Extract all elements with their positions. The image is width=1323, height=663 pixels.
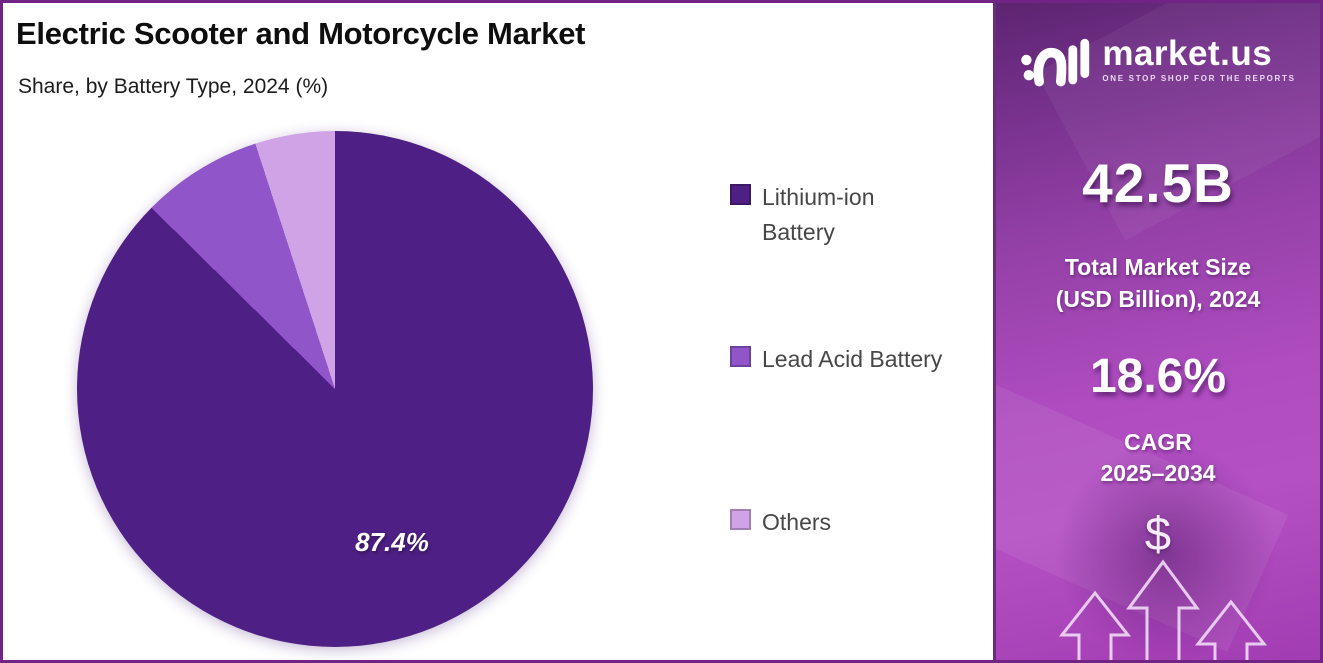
pie-slice-data-label: 87.4% — [355, 527, 429, 557]
pie-chart: 87.4% — [77, 131, 593, 647]
dollar-sign: $ — [1144, 507, 1172, 560]
chart-title: Electric Scooter and Motorcycle Market — [16, 16, 586, 51]
chart-subtitle: Share, by Battery Type, 2024 (%) — [18, 75, 329, 98]
legend-swatch-icon — [730, 346, 751, 367]
cagr-label: CAGR 2025–2034 — [1100, 429, 1216, 486]
legend-label-line: Battery — [762, 219, 835, 245]
legend-label-line: Lithium-ion — [762, 184, 875, 210]
market-size-label: Total Market Size (USD Billion), 2024 — [1055, 254, 1261, 312]
brand-name: market.us — [1102, 34, 1273, 73]
brand-logo: market.us ONE STOP SHOP FOR THE REPORTS — [996, 33, 1320, 87]
legend-item-others: Others — [730, 505, 831, 540]
cagr-value: 18.6% — [1089, 350, 1227, 403]
growth-arrows-icon — [1058, 559, 1268, 660]
legend-label-line: Others — [762, 509, 832, 535]
brand-sidebar: market.us ONE STOP SHOP FOR THE REPORTS … — [993, 3, 1320, 660]
brand-tagline: ONE STOP SHOP FOR THE REPORTS — [1102, 74, 1296, 83]
legend-item-lithium-ion: Lithium-ion Battery — [730, 180, 875, 250]
legend-swatch-icon — [730, 184, 751, 205]
legend-swatch-icon — [730, 509, 751, 530]
market-size-value: 42.5B — [1082, 152, 1234, 214]
legend-item-lead-acid: Lead Acid Battery — [730, 342, 942, 377]
chart-area: Electric Scooter and Motorcycle Market S… — [3, 3, 993, 660]
legend-label-line: Lead Acid Battery — [762, 346, 943, 372]
market-us-logo-icon — [1021, 38, 1090, 87]
